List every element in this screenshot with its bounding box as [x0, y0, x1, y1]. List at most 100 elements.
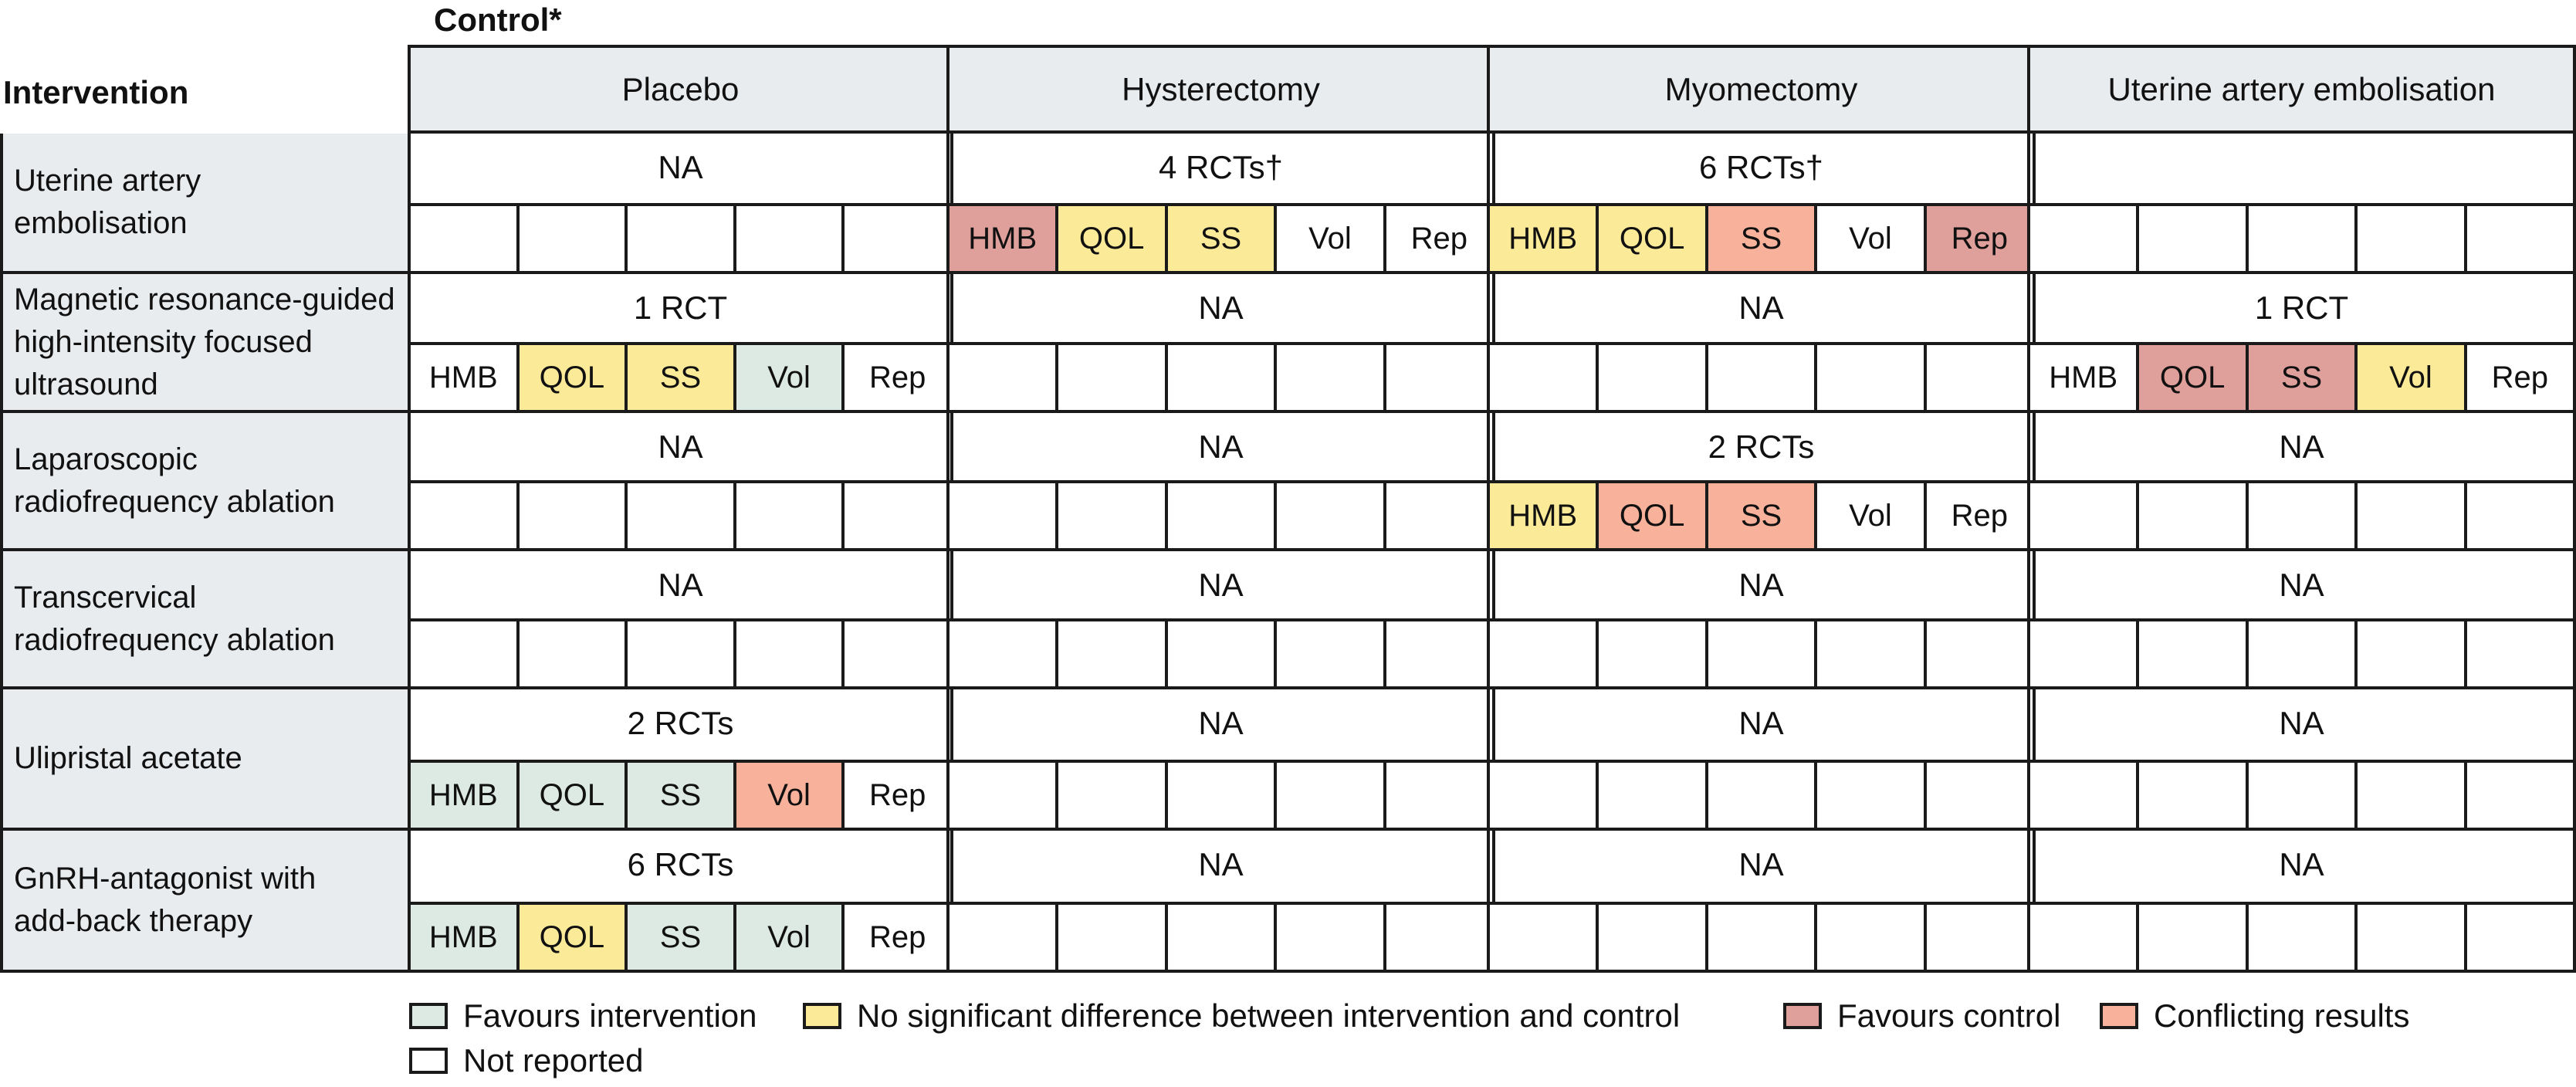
row-label: GnRH-antagonist with add-back therapy — [0, 828, 408, 973]
outcome-strip: HMB QOL SS Vol Rep — [1487, 480, 2036, 551]
outcome-box — [1164, 618, 1278, 689]
outcome-box — [1274, 760, 1386, 831]
outcome-box: SS — [1164, 203, 1278, 274]
outcome-box — [1704, 760, 1818, 831]
row-label-text: Ulipristal acetate — [14, 741, 242, 775]
outcome-box: QOL — [1055, 203, 1168, 274]
outcome-box — [2027, 203, 2140, 274]
outcome-box: QOL — [1596, 480, 1708, 551]
outcome-box: QOL — [516, 342, 628, 413]
study-count: NA — [1198, 290, 1244, 326]
study-count: 2 RCTs — [1708, 428, 1815, 465]
outcome-box — [1923, 618, 2036, 689]
study-count: NA — [1198, 705, 1244, 741]
comparison-cell: NA — [2027, 689, 2576, 831]
outcome-box — [625, 480, 736, 551]
outcome-strip: HMB QOL SS Vol Rep — [408, 342, 953, 413]
outcome-strip: HMB QOL SS Vol Rep — [1487, 203, 2036, 274]
study-count: NA — [2279, 567, 2324, 603]
outcome-box — [841, 618, 953, 689]
legend-label: Favours control — [1837, 997, 2061, 1034]
outcome-box — [1164, 902, 1278, 973]
study-count: NA — [1738, 567, 1784, 603]
outcome-strip: HMB QOL SS Vol Rep — [2027, 342, 2576, 413]
outcome-box — [2245, 618, 2358, 689]
outcome-box: QOL — [2136, 342, 2249, 413]
control-title: Control* — [434, 2, 562, 38]
table-row: Magnetic resonance-guided high-intensity… — [0, 271, 2576, 413]
legend-item: Favours control — [1783, 997, 2060, 1035]
comparison-cell: NA — [1487, 689, 2036, 831]
outcome-box — [2245, 480, 2358, 551]
outcome-box: Vol — [1814, 203, 1927, 274]
outcome-box — [1055, 480, 1168, 551]
outcome-strip — [2027, 480, 2576, 551]
study-count: NA — [1198, 567, 1244, 603]
legend-swatch — [2100, 1003, 2138, 1029]
row-label: Transcervical radiofrequency ablation — [0, 548, 408, 689]
intervention-title: Intervention — [3, 74, 189, 110]
outcome-box — [1596, 760, 1708, 831]
table-row: Uterine artery embolisation NA 4 RCTs† HMB Q… — [0, 134, 2576, 274]
column-header-placebo: Placebo — [408, 45, 953, 134]
outcome-box: Rep — [841, 760, 953, 831]
outcome-box — [2354, 760, 2467, 831]
legend-item: Favours intervention — [409, 997, 757, 1035]
outcome-box — [2136, 902, 2249, 973]
outcome-box — [1383, 480, 1496, 551]
outcome-box — [2245, 203, 2358, 274]
outcome-box: Vol — [1274, 203, 1386, 274]
outcome-box — [408, 618, 520, 689]
outcome-box — [1487, 618, 1599, 689]
study-count: NA — [658, 428, 703, 465]
comparison-cell: 4 RCTs† HMB QOL SS Vol Rep — [946, 134, 1496, 274]
column-header-row: Placebo Hysterectomy Myomectomy Uterine … — [408, 45, 2576, 134]
outcome-box — [1055, 618, 1168, 689]
outcome-box: Rep — [841, 902, 953, 973]
comparison-cell: 6 RCTs HMB QOL SS Vol Rep — [408, 831, 953, 973]
outcome-box — [516, 203, 628, 274]
comparison-cell: NA — [408, 134, 953, 274]
comparison-cell: 1 RCT HMB QOL SS Vol Rep — [408, 274, 953, 413]
study-count: NA — [1738, 290, 1784, 326]
outcome-box — [1814, 618, 1927, 689]
outcome-box — [1704, 902, 1818, 973]
outcome-box — [2463, 760, 2576, 831]
outcome-box — [408, 480, 520, 551]
outcome-box: QOL — [516, 760, 628, 831]
legend-label: No significant difference between interv… — [857, 997, 1681, 1034]
outcome-box: SS — [2245, 342, 2358, 413]
table-row: Transcervical radiofrequency ablation NA N… — [0, 548, 2576, 689]
study-count: NA — [1738, 846, 1784, 882]
study-count: NA — [1198, 846, 1244, 882]
outcome-box — [841, 203, 953, 274]
outcome-box — [1923, 902, 2036, 973]
outcome-strip: HMB QOL SS Vol Rep — [946, 203, 1496, 274]
outcome-box — [2245, 902, 2358, 973]
study-count: 1 RCT — [633, 290, 728, 326]
outcome-strip: HMB QOL SS Vol Rep — [408, 760, 953, 831]
outcome-strip — [946, 902, 1496, 973]
outcome-box — [2463, 203, 2576, 274]
study-count: NA — [2279, 428, 2324, 465]
outcome-box — [1596, 618, 1708, 689]
outcome-box — [1487, 342, 1599, 413]
outcome-box — [946, 480, 1059, 551]
row-label-text: GnRH-antagonist with add-back therapy — [14, 862, 316, 938]
outcome-box — [625, 203, 736, 274]
outcome-box — [1274, 618, 1386, 689]
study-count: NA — [1198, 428, 1244, 465]
row-label: Magnetic resonance-guided high-intensity… — [0, 271, 408, 413]
legend-swatch — [409, 1003, 448, 1029]
outcome-box — [1383, 902, 1496, 973]
legend-swatch — [803, 1003, 841, 1029]
study-count: NA — [2279, 846, 2324, 882]
legend-swatch — [1783, 1003, 1822, 1029]
comparison-cell: NA — [946, 413, 1496, 551]
outcome-box: QOL — [1596, 203, 1708, 274]
comparison-cell: NA — [1487, 274, 2036, 413]
outcome-box — [2354, 480, 2467, 551]
outcome-box — [2027, 902, 2140, 973]
column-header-hysterectomy: Hysterectomy — [946, 45, 1495, 134]
outcome-box — [1487, 902, 1599, 973]
